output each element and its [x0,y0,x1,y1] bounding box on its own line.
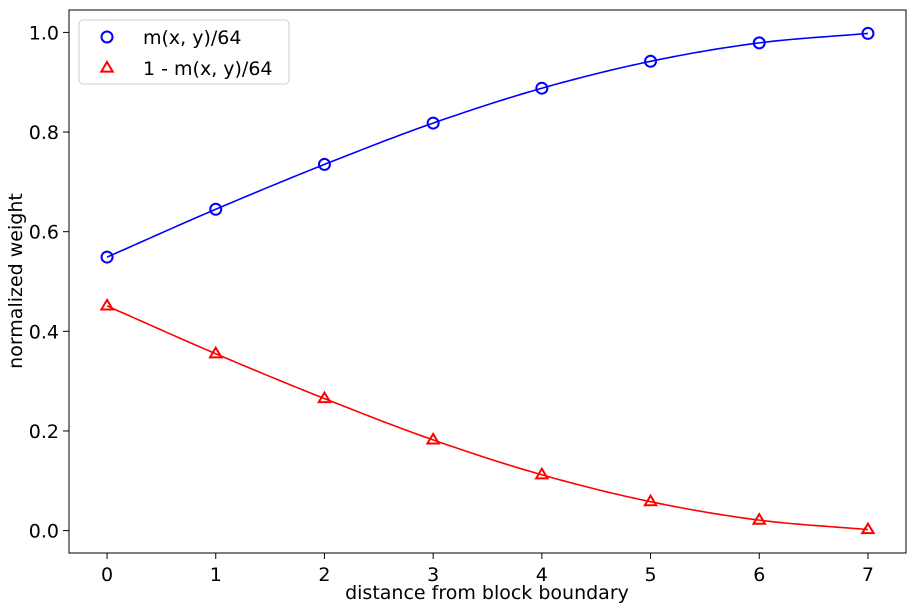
data-point-triangle [534,466,550,480]
legend-circle-marker [100,30,114,44]
x-axis-ticks: 0 1 2 3 4 5 6 7 [101,553,874,586]
x-tick-label: 5 [645,564,657,586]
data-point-circle [644,54,658,68]
legend: m(x, y)/64 1 - m(x, y)/64 [78,19,290,85]
legend-triangle-marker [99,60,115,73]
series-curves [106,32,869,531]
data-point-triangle [860,521,876,535]
x-tick-label: 0 [101,564,113,586]
series-line-1 [106,32,869,258]
data-point-circle [209,202,223,216]
data-point-circle [752,36,766,50]
y-tick-label: 0.0 [29,521,59,543]
y-axis-ticks: 0.0 0.2 0.4 0.6 0.8 1.0 [29,22,69,543]
y-tick-label: 0.6 [29,222,59,244]
x-tick-label: 1 [210,564,222,586]
y-tick-label: 0.8 [29,122,59,144]
data-point-circle [317,157,331,171]
y-tick-label: 0.2 [29,421,59,443]
data-point-circle [535,81,549,95]
legend-label: m(x, y)/64 [143,27,241,49]
data-point-circle [861,26,875,40]
x-axis-label: distance from block boundary [345,582,629,604]
x-tick-label: 7 [862,564,874,586]
data-point-triangle [316,390,332,404]
data-point-triangle [208,345,224,359]
data-point-circle [426,116,440,130]
x-tick-label: 4 [536,564,548,586]
plot-background [69,10,906,553]
data-point-triangle [643,493,659,507]
y-tick-label: 1.0 [29,22,59,44]
x-tick-label: 3 [427,564,439,586]
x-tick-label: 2 [318,564,330,586]
y-axis-label: normalized weight [5,193,27,369]
series-line-2 [106,305,869,531]
x-tick-label: 6 [753,564,765,586]
data-point-triangle [751,512,767,525]
legend-frame [78,19,290,85]
series-markers [99,26,876,535]
data-point-triangle [99,297,115,311]
data-point-triangle [425,431,441,445]
legend-label: 1 - m(x, y)/64 [143,58,273,80]
data-point-circle [100,250,114,264]
y-tick-label: 0.4 [29,321,59,343]
plot-frame [68,9,907,554]
